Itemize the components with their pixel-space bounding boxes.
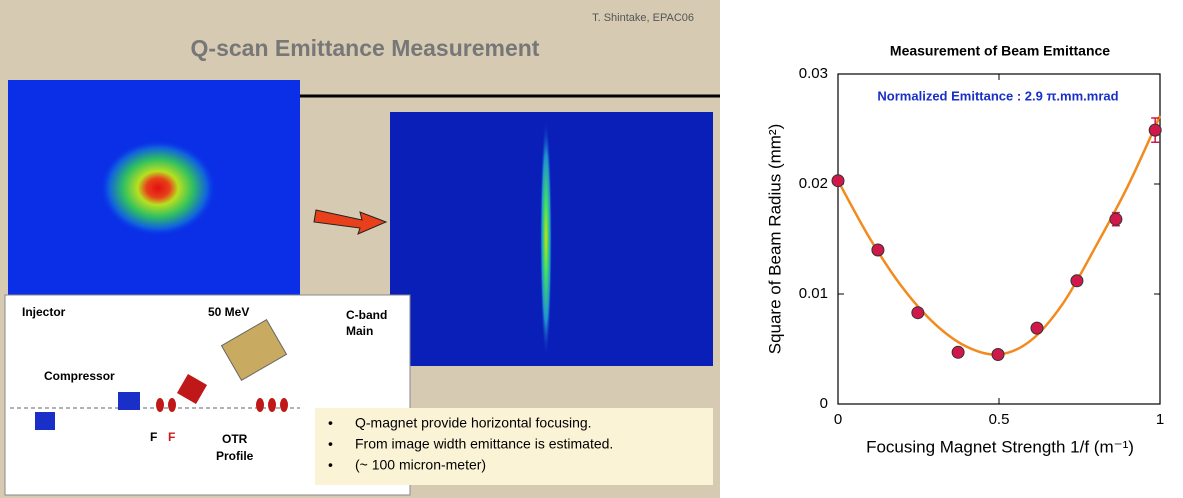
y-tick-label: 0.03 <box>799 65 828 82</box>
diagram-label: F <box>150 430 157 444</box>
x-tick-label: 0 <box>834 411 842 428</box>
bullet: (~ 100 micron-meter) <box>355 457 486 473</box>
diagram-label: Main <box>346 324 373 338</box>
slide: T. Shintake, EPAC06 Q-scan Emittance Mea… <box>0 0 720 498</box>
annotation: Normalized Emittance : 2.9 π.mm.mrad <box>877 88 1118 103</box>
y-tick-label: 0 <box>820 395 828 412</box>
component <box>176 373 208 405</box>
diagram-label: C-band <box>346 308 387 322</box>
bullet: From image width emittance is estimated. <box>355 436 613 452</box>
bullet-box <box>315 408 713 485</box>
quads <box>156 398 288 412</box>
y-tick-label: 0.01 <box>799 285 828 302</box>
point <box>831 174 845 188</box>
component <box>118 392 140 410</box>
bullet: Q-magnet provide horizontal focusing. <box>355 415 592 431</box>
diagram-label: 50 MeV <box>208 305 249 319</box>
point <box>871 243 885 257</box>
diagram-label: Compressor <box>44 369 115 383</box>
fit-curve <box>836 115 1162 356</box>
chart: Measurement of Beam Emittance Normalized… <box>765 43 1164 457</box>
y-axis-label: Square of Beam Radius (mm²) <box>765 124 784 355</box>
point <box>911 306 925 320</box>
x-tick-label: 0.5 <box>989 411 1010 428</box>
arrow <box>313 209 388 235</box>
bullet-dot: • <box>328 415 333 431</box>
chart-title: Measurement of Beam Emittance <box>890 43 1110 59</box>
y-tick-label: 0.02 <box>799 175 828 192</box>
component <box>220 318 288 382</box>
slide-title: Q-scan Emittance Measurement <box>191 35 540 61</box>
point <box>1070 274 1084 288</box>
x-axis-label: Focusing Magnet Strength 1/f (m⁻¹) <box>866 437 1134 456</box>
point <box>1148 123 1162 137</box>
focused-spot <box>540 118 552 358</box>
diagram-label: F <box>168 430 175 444</box>
bullet-dot: • <box>328 457 333 473</box>
bullet-dot: • <box>328 436 333 452</box>
point <box>1030 321 1044 335</box>
x-tick-label: 1 <box>1156 411 1164 428</box>
component <box>35 412 55 430</box>
credit: T. Shintake, EPAC06 <box>592 12 694 24</box>
point <box>991 348 1005 361</box>
diagram-label: Injector <box>22 305 66 319</box>
point <box>1109 212 1123 226</box>
beam-spot <box>100 140 216 236</box>
diagram-label: OTR <box>222 432 248 446</box>
point <box>951 345 965 359</box>
diagram-label: Profile <box>216 449 254 463</box>
